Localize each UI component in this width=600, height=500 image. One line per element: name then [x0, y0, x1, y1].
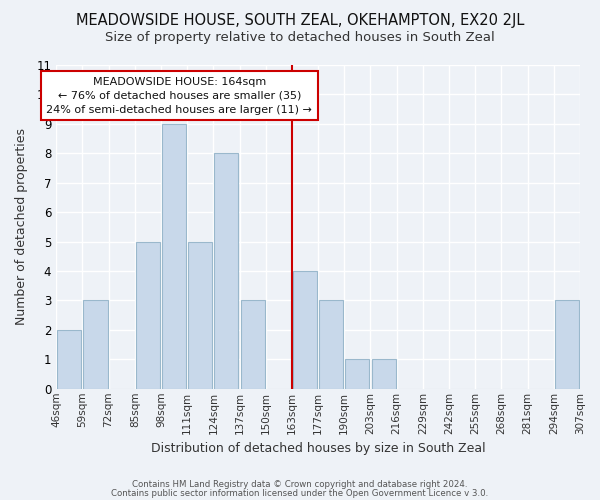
Bar — [188, 242, 212, 389]
Bar — [319, 300, 343, 389]
Bar — [371, 360, 395, 389]
Text: MEADOWSIDE HOUSE, SOUTH ZEAL, OKEHAMPTON, EX20 2JL: MEADOWSIDE HOUSE, SOUTH ZEAL, OKEHAMPTON… — [76, 12, 524, 28]
Bar — [83, 300, 107, 389]
Bar — [346, 360, 370, 389]
X-axis label: Distribution of detached houses by size in South Zeal: Distribution of detached houses by size … — [151, 442, 485, 455]
Text: Contains HM Land Registry data © Crown copyright and database right 2024.: Contains HM Land Registry data © Crown c… — [132, 480, 468, 489]
Bar — [136, 242, 160, 389]
Bar — [214, 154, 238, 389]
Bar — [162, 124, 186, 389]
Text: Size of property relative to detached houses in South Zeal: Size of property relative to detached ho… — [105, 31, 495, 44]
Bar — [57, 330, 82, 389]
Bar — [293, 271, 317, 389]
Text: Contains public sector information licensed under the Open Government Licence v : Contains public sector information licen… — [112, 488, 488, 498]
Bar — [555, 300, 579, 389]
Bar — [241, 300, 265, 389]
Text: MEADOWSIDE HOUSE: 164sqm
← 76% of detached houses are smaller (35)
24% of semi-d: MEADOWSIDE HOUSE: 164sqm ← 76% of detach… — [46, 77, 312, 115]
Y-axis label: Number of detached properties: Number of detached properties — [15, 128, 28, 326]
